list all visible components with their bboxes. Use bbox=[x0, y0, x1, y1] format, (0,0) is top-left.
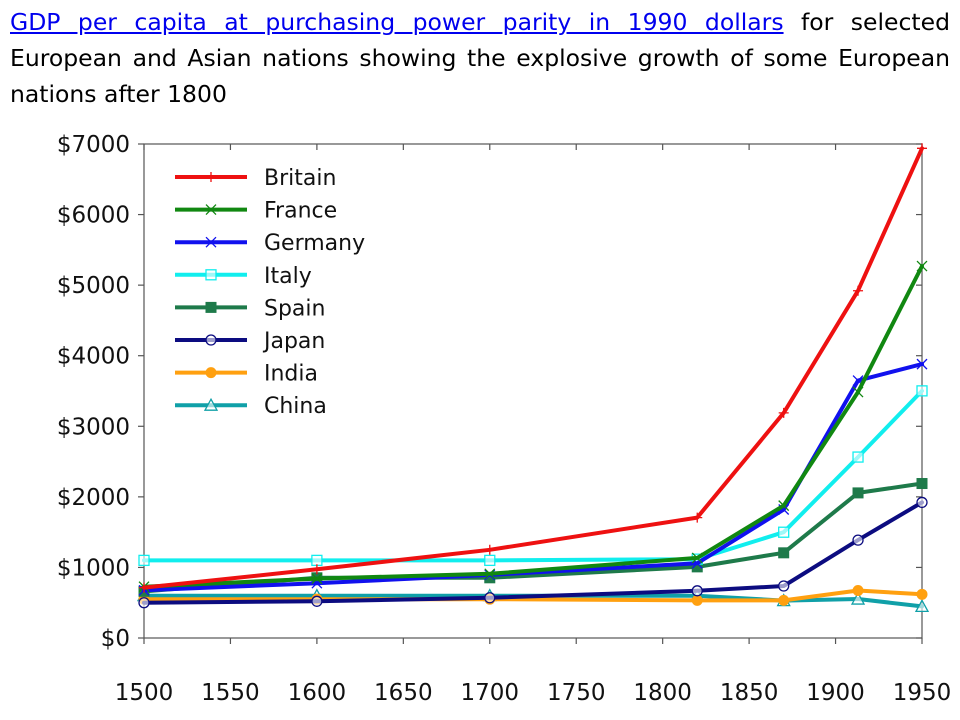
x-tick-label: 1550 bbox=[201, 680, 260, 706]
series-layer bbox=[136, 143, 930, 613]
data-point-india bbox=[852, 585, 864, 597]
legend-item-italy: Italy bbox=[175, 264, 312, 289]
series-britain bbox=[139, 143, 927, 593]
legend-item-china: China bbox=[175, 394, 327, 419]
series-line-germany bbox=[142, 362, 924, 593]
legend-label-britain: Britain bbox=[264, 166, 336, 191]
legend-marker bbox=[206, 172, 216, 182]
legend-item-spain: Spain bbox=[175, 296, 325, 321]
data-point-italy bbox=[916, 385, 928, 397]
data-point-france bbox=[311, 573, 323, 585]
legend-marker bbox=[205, 367, 217, 379]
data-point-japan bbox=[916, 496, 928, 509]
legend-label-india: India bbox=[264, 362, 318, 387]
data-point-japan bbox=[484, 592, 496, 604]
series-italy bbox=[138, 385, 928, 567]
legend-item-germany: Germany bbox=[175, 231, 365, 256]
data-point-spain bbox=[916, 478, 928, 490]
y-tick-label: $3000 bbox=[57, 414, 130, 440]
x-tick-label: 1650 bbox=[374, 680, 433, 706]
data-point-britain bbox=[139, 582, 149, 593]
data-point-britain bbox=[853, 285, 864, 296]
data-point-italy bbox=[484, 554, 496, 567]
y-tick-label: $5000 bbox=[57, 273, 130, 299]
legend-marker bbox=[203, 397, 219, 411]
x-tick-label: 1700 bbox=[461, 680, 520, 706]
data-point-japan bbox=[311, 595, 323, 607]
legend-label-japan: Japan bbox=[262, 329, 325, 354]
data-point-britain bbox=[778, 407, 789, 418]
data-point-italy bbox=[311, 554, 323, 567]
legend-item-britain: Britain bbox=[175, 166, 336, 191]
data-point-spain bbox=[852, 487, 864, 499]
data-point-germany bbox=[916, 358, 928, 370]
x-tick-label: 1600 bbox=[288, 680, 347, 706]
data-point-china bbox=[850, 591, 866, 605]
y-tick-label: $7000 bbox=[57, 132, 130, 158]
data-point-india bbox=[778, 594, 790, 606]
data-point-china bbox=[914, 599, 930, 613]
data-point-france bbox=[852, 386, 864, 398]
legend-label-china: China bbox=[264, 394, 327, 419]
legend-label-france: France bbox=[264, 199, 337, 224]
data-point-italy bbox=[778, 526, 790, 538]
caption-text: for selected European and Asian nations … bbox=[10, 8, 950, 108]
x-tick-label: 1750 bbox=[547, 680, 606, 706]
data-point-japan bbox=[852, 534, 864, 546]
data-point-india bbox=[691, 594, 703, 606]
series-line-britain bbox=[142, 146, 924, 590]
legend-marker bbox=[205, 269, 217, 281]
y-tick-label: $0 bbox=[101, 626, 130, 652]
legend-label-spain: Spain bbox=[264, 296, 325, 321]
legend-label-italy: Italy bbox=[264, 264, 312, 289]
y-tick-label: $1000 bbox=[57, 555, 130, 581]
data-point-japan bbox=[691, 585, 703, 597]
data-point-japan bbox=[778, 580, 790, 592]
figure-caption: GDP per capita at purchasing power parit… bbox=[10, 4, 950, 112]
data-point-france bbox=[484, 568, 496, 580]
legend-marker bbox=[205, 334, 217, 346]
legend-marker bbox=[205, 301, 217, 313]
legend-item-india: India bbox=[175, 362, 318, 387]
series-spain bbox=[138, 478, 928, 597]
data-point-france bbox=[691, 552, 703, 564]
series-line-france bbox=[142, 264, 924, 589]
data-point-italy bbox=[852, 451, 864, 463]
data-point-britain bbox=[311, 564, 322, 575]
data-point-britain bbox=[917, 143, 927, 154]
y-tick-label: $4000 bbox=[57, 344, 130, 370]
data-point-britain bbox=[692, 512, 703, 523]
gdp-source-link[interactable]: GDP per capita at purchasing power parit… bbox=[10, 8, 784, 36]
y-tick-label: $2000 bbox=[57, 485, 130, 511]
data-point-france bbox=[916, 260, 928, 272]
data-point-japan bbox=[138, 597, 150, 609]
x-tick-label: 1950 bbox=[893, 680, 952, 706]
data-point-india bbox=[916, 588, 928, 600]
data-point-italy bbox=[138, 554, 150, 567]
data-point-france bbox=[778, 500, 790, 512]
legend: Britain France Germany Italy Spain Japan India… bbox=[175, 166, 365, 419]
plot-frame bbox=[143, 143, 923, 639]
legend-label-germany: Germany bbox=[264, 231, 365, 256]
data-point-spain bbox=[778, 547, 790, 559]
x-tick-label: 1500 bbox=[115, 680, 174, 706]
x-tick-label: 1900 bbox=[806, 680, 865, 706]
series-line-japan bbox=[142, 500, 924, 605]
x-tick-label: 1800 bbox=[633, 680, 692, 706]
y-tick-label: $6000 bbox=[57, 203, 130, 229]
series-japan bbox=[138, 496, 928, 609]
data-point-britain bbox=[484, 544, 495, 555]
legend-marker bbox=[205, 204, 217, 216]
legend-item-france: France bbox=[175, 199, 337, 224]
legend-marker bbox=[205, 236, 217, 248]
legend-item-japan: Japan bbox=[175, 329, 325, 354]
x-tick-label: 1850 bbox=[720, 680, 779, 706]
